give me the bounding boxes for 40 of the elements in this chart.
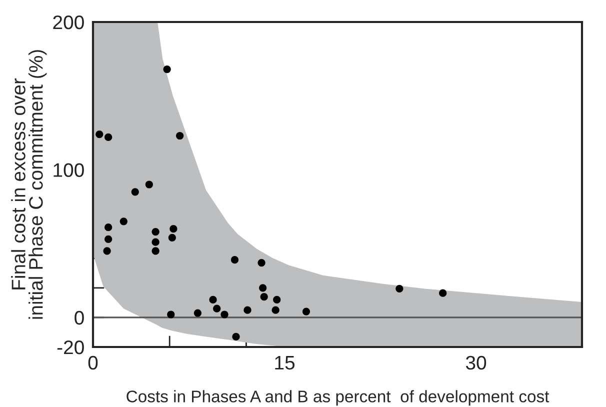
point [209,296,217,304]
point [103,247,111,255]
point [152,238,160,246]
point [170,225,178,233]
y-tick-label: 100 [54,163,84,177]
point [152,228,160,236]
point [167,310,175,318]
point [194,309,202,317]
point [104,224,112,232]
point [232,332,240,340]
point [302,308,310,316]
point [396,284,404,292]
point [272,306,280,314]
point [104,133,112,142]
point [176,132,184,140]
point [168,234,176,242]
point [273,296,281,304]
point [131,188,139,196]
point [258,258,266,267]
point [152,247,160,255]
y-tick-label: 200 [53,15,84,30]
point [96,130,104,138]
point [145,180,153,188]
point [244,306,252,314]
x-tick-label: 15 [275,356,295,370]
x-tick-label: 0 [88,356,98,370]
point [120,218,128,226]
y-tick-label: -20 [57,340,84,354]
y-tick-label: 0 [74,310,84,325]
x-axis-title: Costs in Phases A and B as percent of development cost [126,390,550,406]
point [213,304,221,312]
x-tick-label: 30 [466,356,486,370]
point [230,256,239,264]
point [220,310,228,318]
point [439,289,447,297]
point [259,284,267,292]
y-axis-title: Final cost in excess over initial Phase C commitment (%) [11,50,47,319]
point [163,65,171,74]
point [104,235,112,243]
point [260,292,268,301]
